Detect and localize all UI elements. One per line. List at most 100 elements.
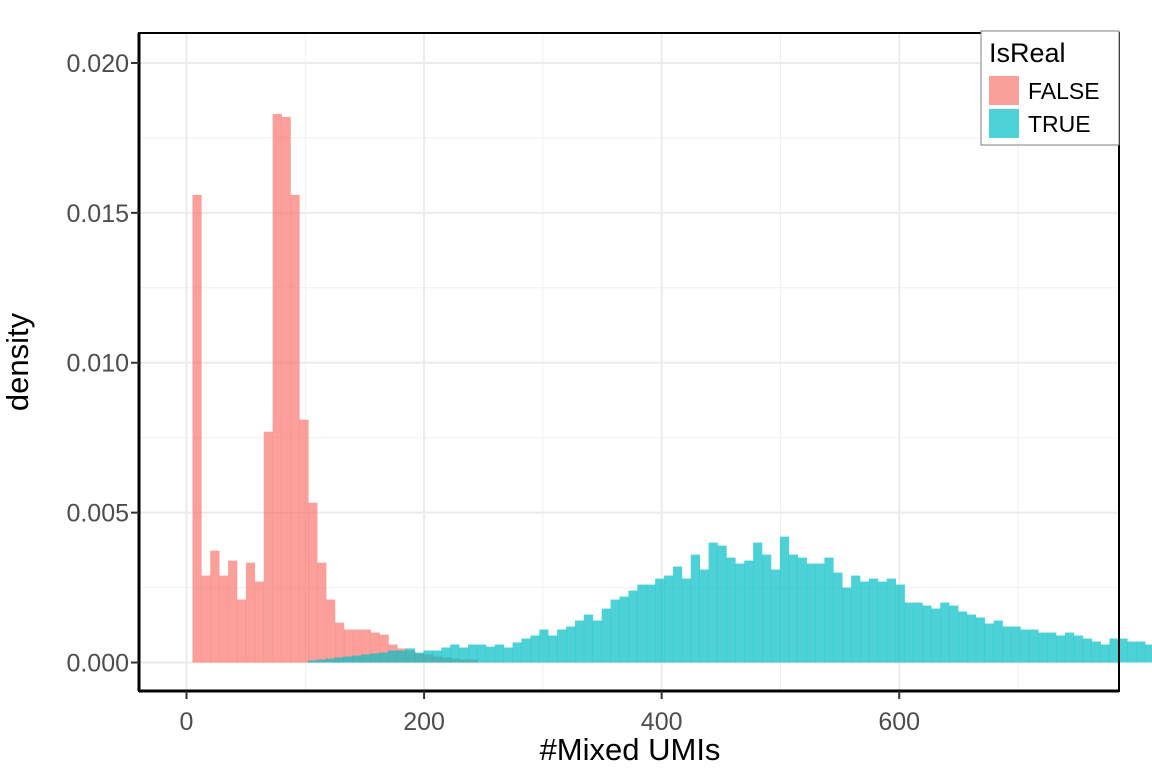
bar-true xyxy=(672,566,683,663)
y-tick-label: 0.010 xyxy=(66,350,129,378)
bar-true xyxy=(735,563,745,663)
axes xyxy=(131,33,1119,699)
bar-false xyxy=(299,419,309,663)
bar-false xyxy=(335,622,345,663)
bar-true xyxy=(868,578,879,663)
bar-false xyxy=(192,194,202,663)
bar-true xyxy=(423,650,433,663)
bar-true xyxy=(1127,641,1137,663)
bar-true xyxy=(1038,632,1048,663)
y-axis-title: density xyxy=(0,312,35,411)
bar-true xyxy=(699,569,709,663)
bar-true xyxy=(664,575,674,663)
bar-true xyxy=(378,652,389,663)
x-tick-label: 200 xyxy=(403,708,445,736)
bar-true xyxy=(708,542,718,663)
bar-true xyxy=(886,578,896,663)
bar-true xyxy=(307,660,317,663)
bar-false xyxy=(308,502,318,663)
bar-true xyxy=(975,617,986,663)
bar-true xyxy=(824,557,834,663)
bar-true xyxy=(762,554,772,663)
bar-true xyxy=(770,569,781,663)
bar-true xyxy=(1002,626,1012,663)
bar-true xyxy=(530,635,540,663)
bar-false xyxy=(245,562,256,663)
bar-false xyxy=(219,575,229,663)
bar-true xyxy=(904,602,914,663)
bar-true xyxy=(503,647,513,663)
bar-true xyxy=(753,542,763,663)
bar-true xyxy=(361,654,371,663)
bar-true xyxy=(1073,635,1084,663)
bar-true xyxy=(1047,632,1057,663)
bar-true xyxy=(726,557,736,663)
x-tick-label: 0 xyxy=(180,708,194,736)
bar-true xyxy=(1100,644,1110,663)
bar-true xyxy=(797,557,807,663)
bar-true xyxy=(646,584,656,663)
bar-true xyxy=(1029,629,1039,663)
bar-true xyxy=(343,656,353,663)
bar-false xyxy=(210,550,220,663)
bar-true xyxy=(548,635,558,663)
bar-true xyxy=(610,599,620,663)
bar-true xyxy=(1082,638,1092,663)
legend-label-false: FALSE xyxy=(1028,78,1100,104)
legend-title: IsReal xyxy=(989,38,1066,68)
bar-true xyxy=(352,655,362,663)
bar-true xyxy=(485,646,496,663)
bar-false xyxy=(263,431,273,663)
bar-false xyxy=(228,560,238,663)
bar-false xyxy=(379,634,389,663)
bar-true xyxy=(966,614,977,663)
bar-true xyxy=(690,554,700,663)
bar-true xyxy=(1109,638,1119,663)
bar-true xyxy=(842,587,852,663)
series-false-bars xyxy=(192,113,478,663)
bar-true xyxy=(574,620,585,663)
bar-false xyxy=(281,116,291,663)
bar-true xyxy=(539,629,549,663)
bar-true xyxy=(619,596,629,663)
bar-true xyxy=(512,642,522,663)
bar-false xyxy=(343,629,354,663)
legend-label-true: TRUE xyxy=(1028,111,1091,137)
bar-true xyxy=(940,602,950,663)
bar-true xyxy=(628,590,638,663)
series-true-bars xyxy=(307,536,1152,663)
bar-true xyxy=(949,605,959,663)
bar-true xyxy=(895,584,905,663)
bar-true xyxy=(931,608,941,663)
bar-true xyxy=(922,605,932,663)
bar-true xyxy=(334,657,344,663)
bar-true xyxy=(860,581,870,663)
bar-false xyxy=(370,632,380,663)
bar-true xyxy=(1020,629,1030,663)
bar-true xyxy=(566,626,576,663)
bar-true xyxy=(432,650,442,663)
y-tick-label: 0.020 xyxy=(66,50,129,78)
bar-false xyxy=(352,629,363,663)
bar-true xyxy=(405,648,415,663)
bar-false xyxy=(290,194,300,663)
bar-true xyxy=(1145,644,1152,663)
bar-true xyxy=(788,554,798,663)
bar-true xyxy=(1136,641,1146,663)
bar-true xyxy=(468,644,478,663)
bar-true xyxy=(450,644,460,663)
bar-true xyxy=(717,545,727,663)
bar-true xyxy=(1056,635,1066,663)
bar-true xyxy=(815,563,825,663)
bar-true xyxy=(441,647,451,663)
x-tick-label: 600 xyxy=(878,708,920,736)
legend-key-false xyxy=(989,76,1019,105)
legend: IsReal FALSE TRUE xyxy=(980,30,1120,146)
bar-true xyxy=(494,644,504,663)
bar-true xyxy=(681,578,692,663)
bar-true xyxy=(1091,641,1101,663)
bar-true xyxy=(521,638,531,663)
x-axis-title: #Mixed UMIs xyxy=(540,732,721,767)
bar-true xyxy=(459,647,469,663)
